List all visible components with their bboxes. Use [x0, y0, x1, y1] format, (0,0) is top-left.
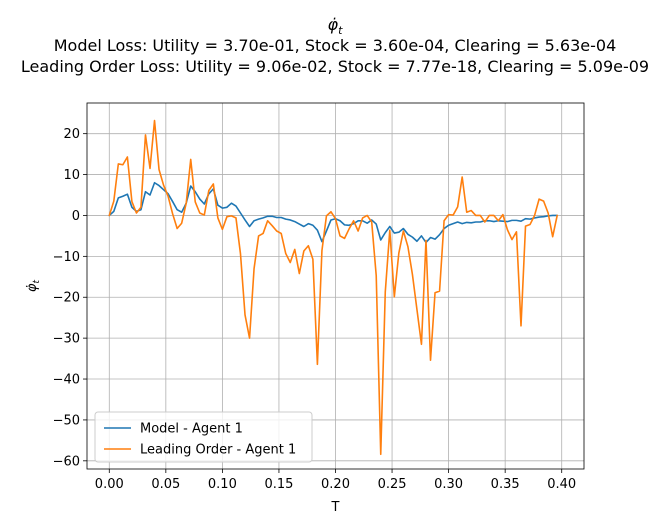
legend: Model - Agent 1 Leading Order - Agent 1: [94, 411, 313, 463]
y-tick-label: 10: [63, 168, 80, 183]
series-line-1: [108, 181, 558, 244]
x-axis-label: T: [331, 500, 340, 515]
y-axis-label-subscript: t: [32, 279, 42, 283]
x-tick-label: 0.40: [547, 477, 576, 492]
grid-layer: [87, 103, 584, 469]
y-tick-label: −10: [53, 250, 80, 265]
title-main: φ̇t: [328, 15, 344, 37]
y-tick-label: −20: [53, 291, 80, 306]
chart-title: φ̇t Model Loss: Utility = 3.70e-01, Stoc…: [21, 15, 649, 76]
legend-box: [94, 411, 313, 463]
x-tick-label: 0.35: [491, 477, 520, 492]
series-layer: [108, 119, 558, 456]
legend-label-2: Leading Order - Agent 1: [140, 443, 296, 458]
y-axis-label-symbol: φ̇: [25, 283, 40, 292]
x-tick-label: 0.30: [434, 477, 463, 492]
legend-label-1: Model - Agent 1: [140, 422, 243, 437]
title-subscript: t: [338, 24, 343, 37]
y-axis-label: φ̇t: [25, 279, 42, 292]
y-tick-label: −40: [53, 373, 80, 388]
x-tick-label: 0.25: [378, 477, 407, 492]
y-tick-label: 20: [63, 127, 80, 142]
tick-layer: 0.00 0.05 0.10 0.15 0.20 0.25 0.30 0.35 0.40 −60 −…: [53, 127, 577, 492]
x-tick-label: 0.15: [264, 477, 293, 492]
series-line-2: [108, 119, 558, 456]
x-tick-label: 0.10: [208, 477, 237, 492]
y-tick-label: 0: [72, 209, 80, 224]
title-leading-order-loss: Leading Order Loss: Utility = 9.06e-02, …: [21, 57, 649, 76]
x-tick-label: 0.20: [321, 477, 350, 492]
title-model-loss: Model Loss: Utility = 3.70e-01, Stock = …: [54, 36, 617, 55]
y-tick-label: −30: [53, 332, 80, 347]
x-tick-label: 0.05: [151, 477, 180, 492]
x-tick-label: 0.00: [95, 477, 124, 492]
y-tick-label: −60: [53, 454, 80, 469]
y-tick-label: −50: [53, 413, 80, 428]
title-symbol: φ̇: [328, 15, 339, 34]
